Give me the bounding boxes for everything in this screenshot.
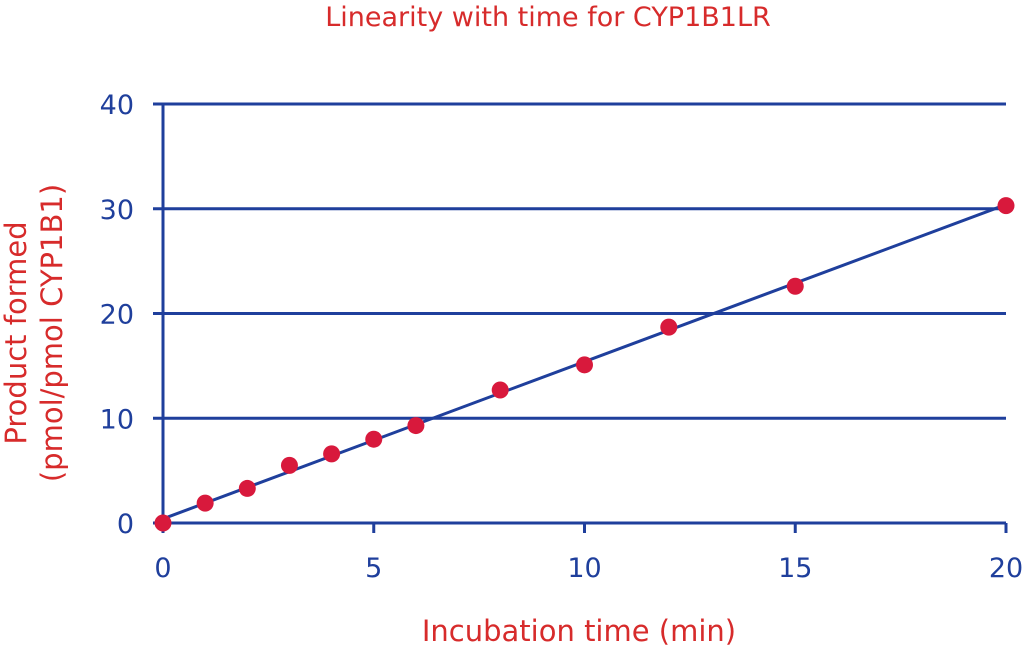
y-tick-label: 40	[100, 90, 134, 121]
y-axis-label: Product formed (pmol/pmol CYP1B1)	[0, 184, 69, 482]
axes	[153, 102, 1008, 533]
data-point	[786, 277, 804, 295]
y-tick-label: 20	[100, 300, 134, 331]
gridlines	[163, 102, 1006, 420]
data-points	[154, 197, 1015, 532]
data-point	[660, 318, 678, 336]
data-point	[576, 356, 593, 374]
x-tick-label: 15	[778, 553, 812, 584]
chart-title: Linearity with time for CYP1B1LR	[325, 2, 771, 33]
y-axis-label-line-1: Product formed	[0, 221, 33, 444]
y-axis-label-line-2: (pmol/pmol CYP1B1)	[35, 184, 69, 482]
data-point	[280, 456, 298, 474]
y-tick-labels: 0 10 20 30 40	[100, 90, 134, 540]
x-tick-label: 20	[989, 553, 1023, 584]
data-point	[491, 381, 509, 399]
x-tick-labels: 0 5 10 15 20	[154, 553, 1023, 584]
x-tick-label: 0	[154, 553, 171, 584]
data-point	[154, 514, 172, 532]
data-point	[238, 479, 256, 497]
x-tick-label: 5	[365, 553, 382, 584]
y-tick-label: 30	[100, 195, 134, 226]
x-axis-label: Incubation time (min)	[422, 614, 736, 648]
data-point	[365, 430, 383, 448]
data-point	[997, 197, 1015, 215]
data-point	[407, 417, 425, 435]
y-tick-label: 10	[100, 404, 134, 435]
data-point	[196, 494, 214, 512]
data-point	[323, 445, 341, 463]
x-tick-label: 10	[567, 553, 601, 584]
y-tick-label: 0	[117, 509, 134, 540]
